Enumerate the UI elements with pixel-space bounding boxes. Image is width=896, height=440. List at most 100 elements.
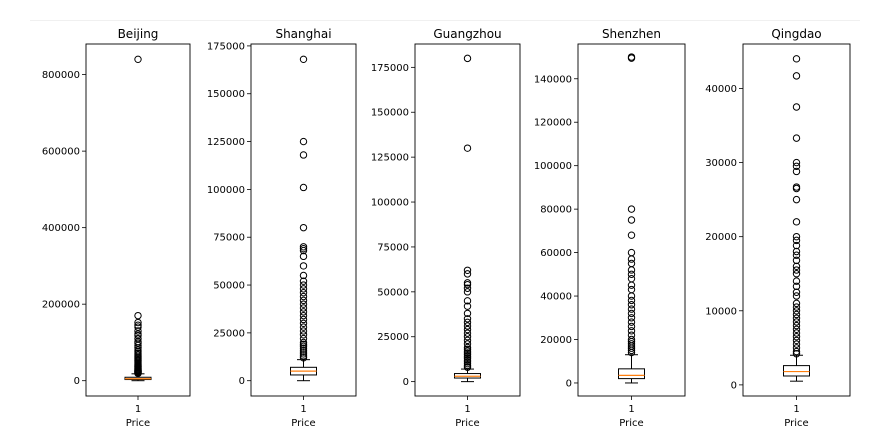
outlier-point — [134, 311, 142, 320]
top-divider — [30, 20, 860, 21]
outlier-point — [792, 162, 801, 170]
y-tick-label: 0 — [731, 380, 737, 391]
outlier-point — [299, 348, 308, 356]
outlier-point — [792, 329, 801, 337]
outlier-point — [299, 319, 308, 328]
panel-title: Shenzhen — [602, 27, 661, 41]
y-tick-label: 150000 — [207, 89, 245, 100]
outlier-point — [792, 251, 801, 259]
y-tick-label: 10000 — [705, 306, 737, 317]
outlier-point — [463, 325, 472, 334]
outlier-point — [792, 236, 801, 245]
outlier-point — [627, 305, 636, 313]
x-axis-label: Price — [126, 418, 150, 429]
outlier-point — [627, 309, 636, 318]
y-tick-label: 40000 — [540, 292, 572, 303]
outlier-point — [463, 297, 472, 305]
panel-qingdao: Qingdao 0 10000 20000 30000 40000 1 Price — [705, 27, 851, 429]
outlier-point — [627, 54, 636, 62]
y-tick-label: 60000 — [540, 248, 572, 259]
outlier-point — [299, 277, 308, 285]
panel-shanghai: Shanghai 0 25000 50000 75000 100000 125000 1500… — [207, 27, 357, 429]
plot-frame — [414, 43, 521, 397]
outlier-point — [792, 167, 801, 176]
outlier-point — [463, 54, 472, 63]
outlier-point — [463, 336, 472, 345]
outlier-point — [627, 231, 636, 239]
x-tick-label: 1 — [628, 404, 634, 415]
outlier-point — [792, 270, 801, 278]
y-tick-label: 75000 — [377, 242, 409, 253]
outlier-point — [792, 195, 801, 204]
outlier-point — [463, 302, 472, 310]
outlier-point — [792, 218, 801, 226]
outlier-point — [627, 348, 636, 357]
outlier-point — [792, 292, 801, 300]
outlier-point — [134, 321, 142, 329]
outlier-point — [299, 344, 308, 352]
plot-frame — [742, 43, 851, 397]
outlier-point — [792, 340, 801, 348]
outlier-point — [299, 323, 308, 331]
outlier-point — [463, 322, 472, 330]
y-tick-label: 0 — [74, 376, 80, 387]
outlier-point — [463, 333, 472, 341]
outlier-point — [627, 216, 636, 224]
outlier-point — [299, 271, 308, 280]
outlier-point — [627, 318, 636, 326]
panel-title: Qingdao — [771, 27, 821, 41]
outlier-point — [792, 299, 801, 308]
outlier-point — [463, 270, 472, 278]
outlier-point — [463, 340, 472, 348]
x-tick-label: 1 — [793, 404, 799, 415]
x-tick-label: 1 — [464, 404, 470, 415]
y-tick-label: 175000 — [371, 63, 409, 74]
outlier-point — [627, 344, 636, 352]
outlier-point — [792, 247, 801, 256]
outlier-point — [792, 232, 801, 241]
outlier-point — [134, 55, 142, 64]
outlier-point — [792, 183, 801, 191]
plot-frame — [577, 43, 686, 397]
y-tick-label: 100000 — [371, 198, 409, 209]
outlier-point — [299, 315, 308, 324]
outlier-point — [627, 248, 636, 257]
outlier-point — [792, 318, 801, 326]
outlier-point — [134, 327, 142, 335]
x-tick-label: 1 — [135, 404, 141, 415]
outlier-point — [627, 285, 636, 294]
outlier-point — [299, 296, 308, 305]
outlier-point — [299, 55, 308, 64]
outlier-point — [792, 55, 801, 63]
panel-shenzhen: Shenzhen 0 20000 40000 60000 80000 100000 12000… — [534, 27, 686, 429]
outlier-point — [299, 354, 308, 362]
outlier-point — [792, 325, 801, 334]
outlier-point — [627, 322, 636, 331]
y-tick-label: 200000 — [42, 300, 80, 311]
outlier-point — [792, 288, 801, 296]
y-tick-label: 600000 — [42, 147, 80, 158]
outlier-point — [792, 262, 801, 271]
y-tick-label: 0 — [566, 378, 572, 389]
x-axis-label: Price — [784, 418, 808, 429]
y-tick-label: 800000 — [42, 70, 80, 81]
outlier-point — [299, 311, 308, 320]
outlier-point — [299, 223, 308, 232]
outlier-point — [463, 329, 472, 337]
y-tick-label: 175000 — [207, 41, 245, 52]
outlier-point — [299, 262, 308, 270]
outlier-point — [299, 346, 308, 354]
y-tick-label: 125000 — [207, 137, 245, 148]
outlier-point — [463, 318, 472, 327]
y-tick-label: 75000 — [213, 233, 245, 244]
outlier-point — [792, 72, 801, 80]
outlier-point — [299, 350, 308, 358]
outlier-point — [463, 315, 472, 323]
outlier-point — [792, 347, 801, 356]
y-tick-label: 140000 — [534, 74, 572, 85]
outlier-point — [463, 280, 472, 289]
panel-guangzhou: Guangzhou 0 25000 50000 75000 100000 125000 150… — [371, 27, 521, 429]
panel-title: Shanghai — [275, 27, 331, 41]
y-tick-label: 100000 — [207, 185, 245, 196]
panel-title: Guangzhou — [433, 27, 501, 41]
